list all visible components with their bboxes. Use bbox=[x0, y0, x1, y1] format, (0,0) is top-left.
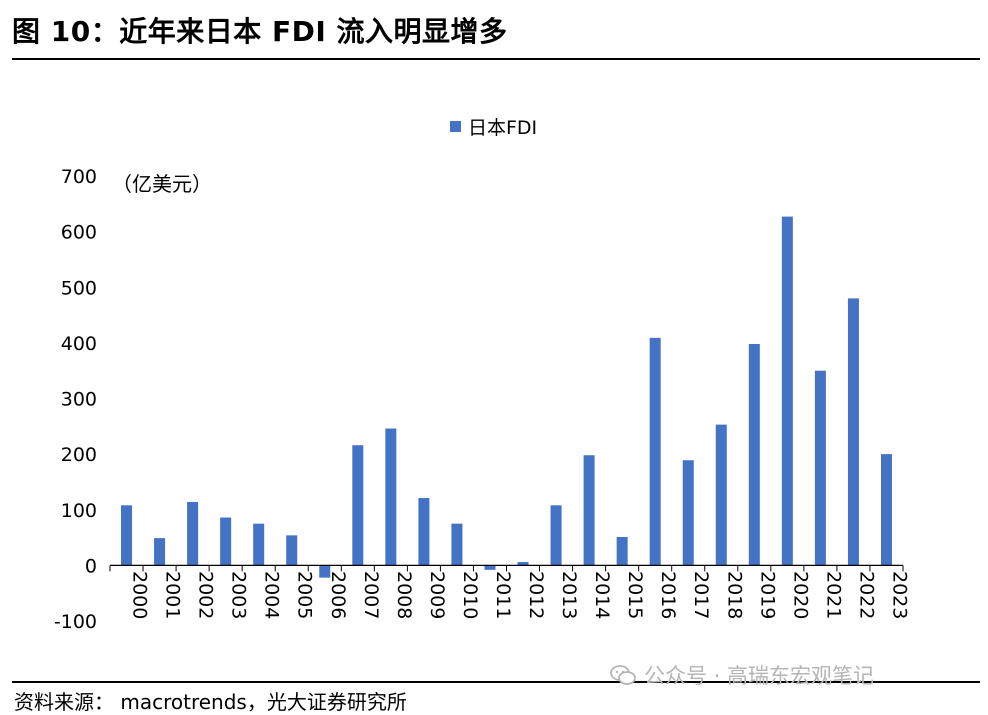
bar-2023 bbox=[880, 454, 892, 566]
bar-2011 bbox=[484, 565, 496, 570]
y-tick-label: 400 bbox=[61, 333, 97, 355]
legend: 日本FDI bbox=[450, 117, 537, 139]
title-divider bbox=[12, 58, 980, 60]
page-title: 图 10：近年来日本 FDI 流入明显增多 bbox=[12, 15, 508, 48]
x-tick-label: 2001 bbox=[162, 571, 184, 619]
bar-2006 bbox=[319, 565, 331, 578]
y-axis: -100 0 100 200 300 400 500 600 700 bbox=[54, 166, 97, 633]
x-tick-label: 2019 bbox=[756, 571, 778, 619]
source-note: 资料来源： macrotrends，光大证券研究所 bbox=[14, 690, 407, 714]
y-tick-label: 0 bbox=[85, 555, 97, 577]
x-axis: 2000 2001 2002 2003 2004 2005 2006 2007 2008 2009… bbox=[109, 564, 910, 619]
x-tick-label: 2020 bbox=[789, 571, 811, 619]
bar-2022 bbox=[847, 298, 859, 566]
watermark: 公众号 · 高瑞东宏观笔记 bbox=[610, 660, 874, 690]
bar-2009 bbox=[418, 498, 430, 566]
footer-divider bbox=[12, 681, 980, 683]
bar-2005 bbox=[286, 535, 298, 566]
x-tick-label: 2022 bbox=[855, 571, 877, 619]
y-tick-label: 600 bbox=[61, 222, 97, 244]
legend-label: 日本FDI bbox=[468, 117, 537, 139]
bar-2015 bbox=[616, 537, 628, 566]
wechat-icon bbox=[610, 665, 636, 685]
bar-2012 bbox=[517, 562, 529, 566]
y-tick-label: -100 bbox=[54, 611, 97, 633]
legend-swatch bbox=[450, 121, 461, 132]
bar-2007 bbox=[352, 445, 364, 566]
x-tick-label: 2013 bbox=[558, 571, 580, 619]
bar-2014 bbox=[583, 455, 595, 566]
x-tick-label: 2000 bbox=[129, 571, 151, 619]
x-tick-label: 2009 bbox=[426, 571, 448, 619]
bar-2020 bbox=[781, 216, 793, 566]
bars bbox=[121, 216, 892, 578]
bar-2013 bbox=[550, 505, 562, 566]
bar-2021 bbox=[814, 370, 826, 566]
x-tick-label: 2007 bbox=[360, 571, 382, 619]
bar-2016 bbox=[649, 337, 661, 566]
x-tick-label: 2002 bbox=[195, 571, 217, 619]
x-tick-label: 2004 bbox=[261, 571, 283, 619]
bar-2017 bbox=[682, 460, 694, 566]
x-tick-label: 2005 bbox=[294, 571, 316, 619]
x-tick-label: 2017 bbox=[690, 571, 712, 619]
bar-2010 bbox=[451, 523, 463, 566]
bar-2008 bbox=[385, 428, 397, 566]
x-tick-label: 2010 bbox=[459, 571, 481, 619]
x-tick-label: 2012 bbox=[525, 571, 547, 619]
bar-2003 bbox=[220, 517, 232, 566]
x-tick-label: 2018 bbox=[723, 571, 745, 619]
y-tick-label: 700 bbox=[61, 166, 97, 188]
bar-chart: 日本FDI （亿美元） -100 0 100 200 300 400 500 600 700 2… bbox=[54, 117, 911, 633]
bar-2000 bbox=[121, 505, 133, 566]
y-unit-label: （亿美元） bbox=[112, 172, 212, 196]
watermark-text: 公众号 · 高瑞东宏观笔记 bbox=[644, 664, 875, 688]
y-tick-label: 300 bbox=[61, 389, 97, 411]
bar-2004 bbox=[253, 523, 265, 566]
x-tick-label: 2011 bbox=[492, 571, 514, 619]
bar-2002 bbox=[187, 501, 199, 566]
bar-2019 bbox=[748, 343, 760, 566]
x-tick-label: 2003 bbox=[228, 571, 250, 619]
x-tick-label: 2023 bbox=[888, 571, 910, 619]
x-tick-label: 2016 bbox=[657, 571, 679, 619]
y-tick-label: 500 bbox=[61, 277, 97, 299]
bar-2001 bbox=[154, 538, 166, 566]
x-tick-label: 2014 bbox=[591, 571, 613, 619]
x-tick-label: 2021 bbox=[822, 571, 844, 619]
x-tick-label: 2006 bbox=[327, 571, 349, 619]
y-tick-label: 100 bbox=[61, 500, 97, 522]
bar-2018 bbox=[715, 424, 727, 566]
y-tick-label: 200 bbox=[61, 444, 97, 466]
x-tick-label: 2008 bbox=[393, 571, 415, 619]
x-tick-label: 2015 bbox=[624, 571, 646, 619]
